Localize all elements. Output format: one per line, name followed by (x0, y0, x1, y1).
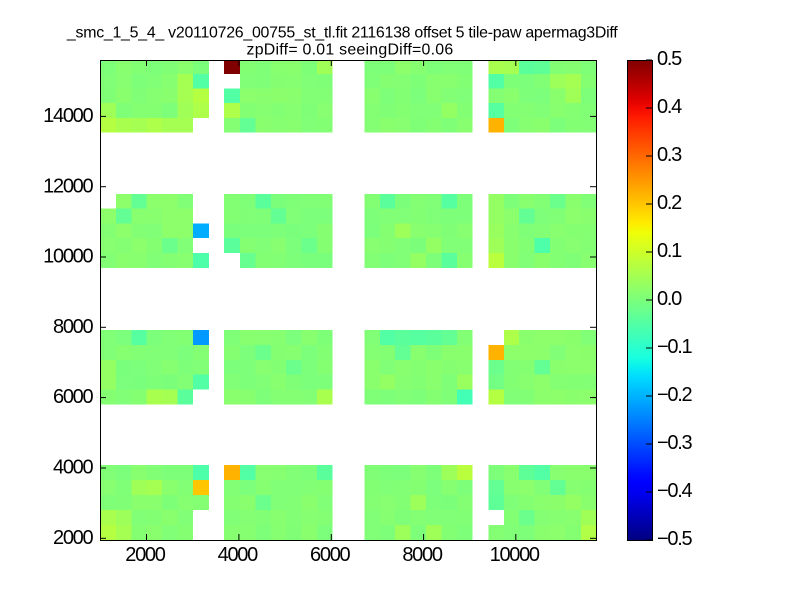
svg-text:12000: 12000 (43, 175, 93, 197)
svg-text:0.1: 0.1 (657, 240, 682, 262)
svg-text:2000: 2000 (125, 544, 165, 566)
svg-text:0.3: 0.3 (657, 144, 682, 166)
svg-text:0.4: 0.4 (657, 96, 682, 118)
svg-text:4000: 4000 (218, 544, 258, 566)
svg-text:2000: 2000 (53, 527, 93, 549)
svg-text:−0.5: −0.5 (657, 528, 692, 550)
svg-text:8000: 8000 (53, 316, 93, 338)
svg-text:6000: 6000 (53, 386, 93, 408)
svg-text:_smc_1_5_4_ v20110726_00755_st: _smc_1_5_4_ v20110726_00755_st_tl.fit 21… (66, 24, 618, 41)
svg-text:−0.1: −0.1 (657, 336, 692, 358)
svg-text:−0.3: −0.3 (657, 432, 692, 454)
svg-text:−0.4: −0.4 (657, 480, 692, 502)
svg-text:8000: 8000 (402, 544, 442, 566)
svg-text:0.0: 0.0 (657, 288, 682, 310)
svg-text:0.5: 0.5 (657, 48, 682, 70)
svg-text:−0.2: −0.2 (657, 384, 692, 406)
svg-text:14000: 14000 (43, 105, 93, 127)
svg-text:0.2: 0.2 (657, 192, 682, 214)
svg-text:4000: 4000 (53, 457, 93, 479)
svg-text:10000: 10000 (43, 246, 93, 268)
svg-text:zpDiff= 0.01 seeingDiff=0.06: zpDiff= 0.01 seeingDiff=0.06 (247, 41, 454, 58)
svg-text:10000: 10000 (490, 544, 540, 566)
svg-text:6000: 6000 (310, 544, 350, 566)
